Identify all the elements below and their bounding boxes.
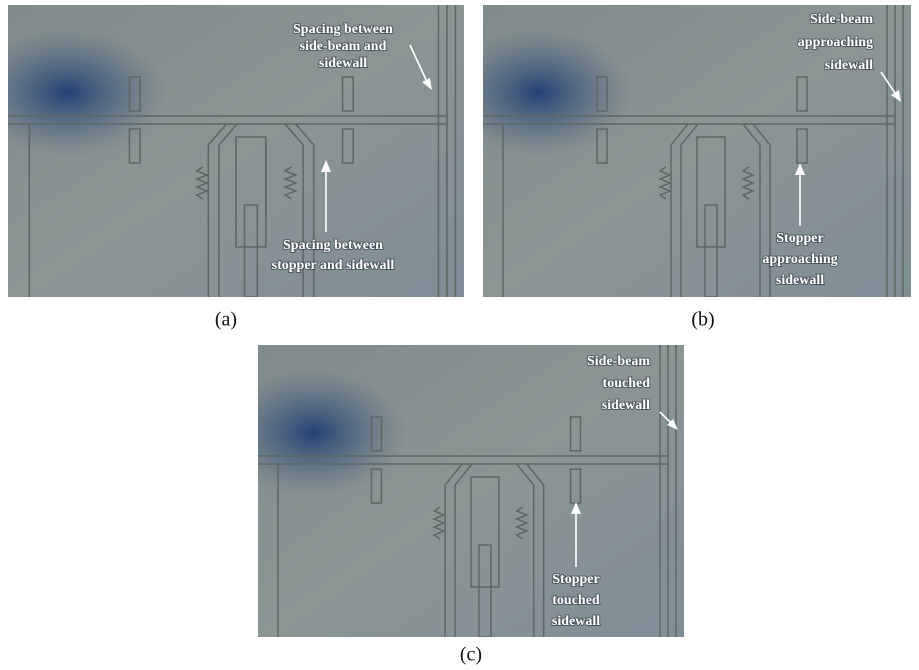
panel-label: (b)	[691, 309, 714, 331]
annotation-text: approaching	[762, 252, 837, 267]
annotation-text: Spacing between	[283, 238, 383, 253]
annotation-text: Stopper	[552, 572, 599, 587]
annotation-text: sidewall	[825, 58, 873, 73]
annotation-text: sidewall	[319, 56, 367, 71]
annotation-text: touched	[552, 593, 600, 608]
figure: Spacing between side-beam and sidewall S…	[0, 0, 919, 670]
annotation-text: side-beam and	[300, 39, 387, 54]
annotation-text: stopper and sidewall	[272, 258, 395, 273]
annotation-text: Spacing between	[293, 22, 393, 37]
panel-label: (a)	[215, 309, 237, 331]
panel-label: (c)	[460, 644, 482, 666]
annotation-text: Side-beam	[810, 12, 873, 27]
micrograph	[8, 5, 464, 297]
annotation-text: sidewall	[602, 398, 650, 413]
annotation-text: touched	[603, 376, 651, 391]
annotation-text: Stopper	[776, 231, 823, 246]
annotation-text: approaching	[798, 35, 873, 50]
annotation-text: sidewall	[552, 614, 600, 629]
annotation-text: Side-beam	[587, 354, 650, 369]
annotation-text: sidewall	[776, 273, 824, 288]
